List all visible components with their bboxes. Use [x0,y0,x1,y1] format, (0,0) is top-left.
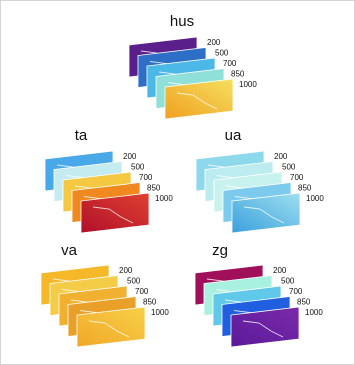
figure: hus2005007008501000ta2005007008501000ua2… [0,0,355,365]
level-label: 200 [119,266,133,275]
level-label: 850 [231,70,245,79]
panel-title: va [61,242,78,259]
level-label: 850 [298,184,312,193]
figure-canvas: hus2005007008501000ta2005007008501000ua2… [1,1,354,364]
level-label: 200 [123,152,137,161]
level-label: 850 [143,298,157,307]
panel-title: hus [170,13,194,30]
level-label: 500 [131,163,145,172]
level-label: 500 [127,277,141,286]
level-label: 850 [147,184,161,193]
level-label: 850 [297,298,311,307]
level-label: 700 [139,173,153,182]
level-label: 1000 [155,194,173,203]
panel-title: ta [75,127,88,144]
level-label: 1000 [239,80,257,89]
level-label: 200 [274,152,288,161]
level-label: 700 [135,287,149,296]
level-label: 1000 [151,308,169,317]
level-label: 200 [207,38,221,47]
level-label: 500 [281,277,295,286]
level-label: 700 [289,287,303,296]
level-label: 500 [215,49,229,58]
level-label: 200 [273,266,287,275]
level-label: 700 [290,173,304,182]
panel-title: zg [212,242,228,259]
level-label: 500 [282,163,296,172]
level-label: 1000 [305,308,323,317]
level-label: 700 [223,59,237,68]
level-label: 1000 [306,194,324,203]
panel-title: ua [225,127,242,144]
